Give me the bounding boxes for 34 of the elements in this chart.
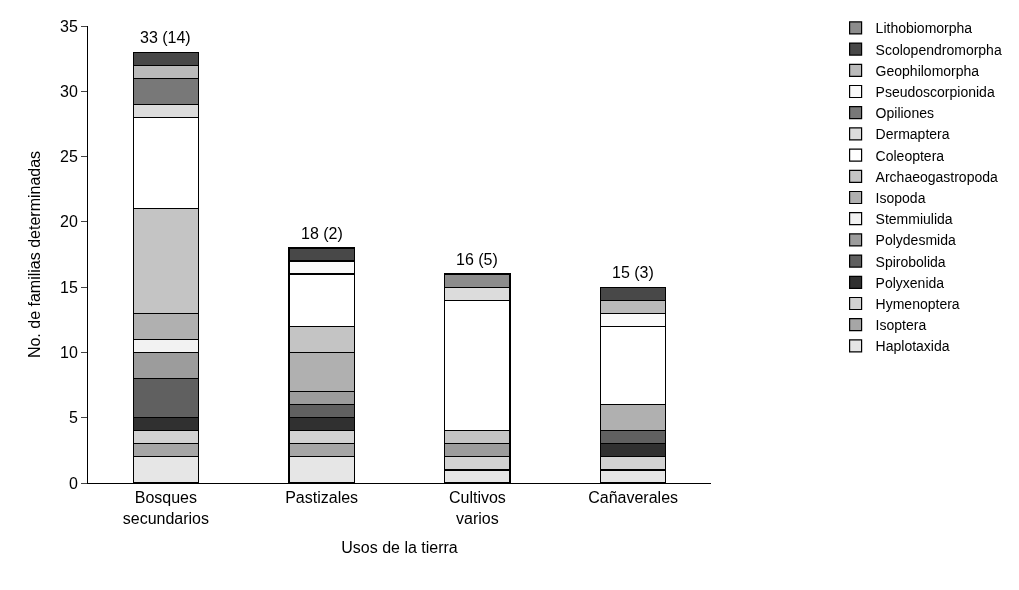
x-tick-label: Pastizales [285, 489, 359, 507]
legend-label: Lithobiomorpha [875, 20, 973, 37]
legend-label: Opiliones [875, 105, 934, 122]
legend-label: Polydesmida [875, 232, 956, 249]
total-label: 15 (3) [612, 264, 654, 281]
x-tick-label: Cañaverales [588, 489, 679, 507]
legend-label: Isopoda [875, 189, 926, 206]
legend-label: Haplotaxida [875, 338, 950, 355]
legend-label: Scolopendromorpha [875, 41, 1002, 58]
legend-label: Coleoptera [875, 147, 945, 164]
y-tick-label: 15 [60, 278, 78, 296]
legend-label: Dermaptera [875, 126, 950, 143]
legend-label: Pseudoscorpionida [875, 83, 995, 100]
x-axis-title: Usos de la tierra [341, 538, 458, 556]
y-axis-title: No. de familias determinadas [25, 150, 43, 359]
legend-label: Archaeogastropoda [875, 168, 999, 185]
total-label: 33 (14) [140, 29, 191, 46]
y-tick-label: 35 [60, 17, 78, 35]
legend-label: Spirobolida [875, 253, 946, 270]
legend-label: Hymenoptera [875, 295, 960, 312]
total-label: 16 (5) [456, 251, 498, 268]
legend-label: Geophilomorpha [875, 62, 980, 79]
x-tick-label: Cultivos varios [448, 489, 506, 527]
total-label: 18 (2) [301, 225, 343, 242]
y-tick-label: 20 [60, 213, 78, 231]
legend-label: Stemmiulida [875, 211, 953, 228]
y-tick-label: 30 [60, 82, 78, 100]
x-tick-label: Bosques secundarios [122, 489, 210, 527]
y-tick-label: 10 [60, 344, 78, 362]
legend-label: Polyxenida [875, 274, 945, 291]
y-tick-label: 0 [68, 474, 78, 492]
y-tick-label: 25 [60, 148, 78, 166]
legend-label: Isoptera [875, 317, 927, 334]
y-tick-label: 5 [68, 409, 78, 427]
